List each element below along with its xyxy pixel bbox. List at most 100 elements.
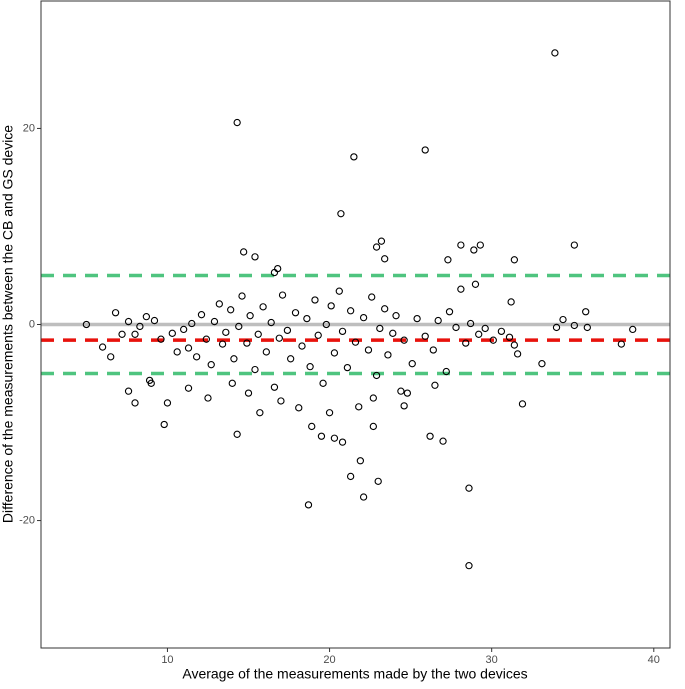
- point: [507, 298, 515, 306]
- point: [372, 243, 381, 251]
- point: [355, 403, 363, 411]
- point: [377, 237, 386, 245]
- point: [421, 146, 429, 154]
- point: [538, 360, 546, 368]
- point: [304, 501, 313, 509]
- point: [330, 434, 339, 442]
- x-tick-label: 30: [486, 654, 498, 666]
- point: [400, 402, 408, 410]
- point: [254, 330, 262, 338]
- point: [233, 118, 241, 127]
- point: [629, 325, 637, 334]
- point: [559, 315, 567, 324]
- point: [283, 326, 292, 335]
- point: [311, 296, 319, 304]
- point: [215, 300, 223, 308]
- point: [397, 387, 405, 395]
- point: [552, 323, 561, 332]
- point: [160, 420, 168, 429]
- point: [251, 253, 259, 261]
- point: [471, 280, 480, 288]
- point: [274, 264, 282, 273]
- point: [421, 332, 429, 340]
- point: [372, 371, 381, 380]
- point: [570, 321, 579, 330]
- point: [444, 256, 452, 264]
- point: [510, 256, 519, 264]
- point: [434, 316, 442, 325]
- point: [322, 320, 330, 329]
- point: [505, 333, 514, 341]
- point: [356, 457, 365, 465]
- point: [239, 248, 248, 256]
- point: [131, 399, 139, 407]
- point: [278, 291, 287, 299]
- point: [291, 309, 300, 317]
- point: [147, 379, 155, 387]
- point: [489, 336, 497, 344]
- point: [306, 363, 314, 371]
- point: [465, 484, 473, 492]
- point: [270, 268, 279, 277]
- point: [267, 318, 275, 327]
- point: [142, 313, 151, 321]
- point: [408, 360, 416, 368]
- point: [350, 153, 358, 161]
- point: [452, 323, 460, 332]
- point: [518, 400, 527, 408]
- point: [439, 437, 447, 445]
- point: [207, 361, 215, 369]
- point: [470, 246, 478, 254]
- point: [238, 292, 246, 300]
- point: [277, 397, 285, 405]
- point: [374, 477, 382, 485]
- point: [426, 432, 434, 440]
- point: [551, 49, 559, 57]
- point: [192, 353, 201, 361]
- point: [442, 367, 450, 376]
- point: [457, 285, 465, 293]
- point: [82, 320, 91, 329]
- point: [400, 336, 408, 344]
- x-tick-label: 20: [323, 654, 335, 666]
- point: [475, 330, 483, 338]
- point: [136, 322, 144, 331]
- point: [481, 324, 489, 333]
- point: [184, 344, 193, 352]
- point: [124, 317, 133, 326]
- point: [243, 339, 251, 347]
- point: [582, 308, 590, 316]
- point: [359, 313, 368, 322]
- point: [376, 324, 384, 333]
- point: [429, 346, 437, 354]
- point: [369, 422, 377, 431]
- point: [465, 562, 473, 570]
- panel-border: [40, 0, 671, 649]
- point: [319, 379, 327, 387]
- point: [173, 348, 181, 356]
- point: [163, 399, 172, 407]
- point: [368, 293, 376, 301]
- point: [270, 383, 279, 391]
- point: [314, 331, 322, 339]
- point: [303, 314, 311, 323]
- point: [337, 210, 345, 218]
- point: [346, 307, 355, 315]
- point: [168, 329, 176, 337]
- point: [287, 355, 295, 363]
- point: [188, 319, 196, 328]
- point: [403, 389, 412, 397]
- point: [327, 302, 335, 310]
- point: [338, 327, 347, 336]
- point: [364, 346, 373, 354]
- point: [246, 312, 254, 320]
- point: [131, 330, 139, 338]
- point: [230, 355, 238, 363]
- point: [98, 343, 107, 351]
- point: [111, 309, 120, 317]
- point: [317, 432, 326, 440]
- point: [497, 327, 506, 336]
- point: [244, 389, 253, 397]
- point: [413, 314, 421, 323]
